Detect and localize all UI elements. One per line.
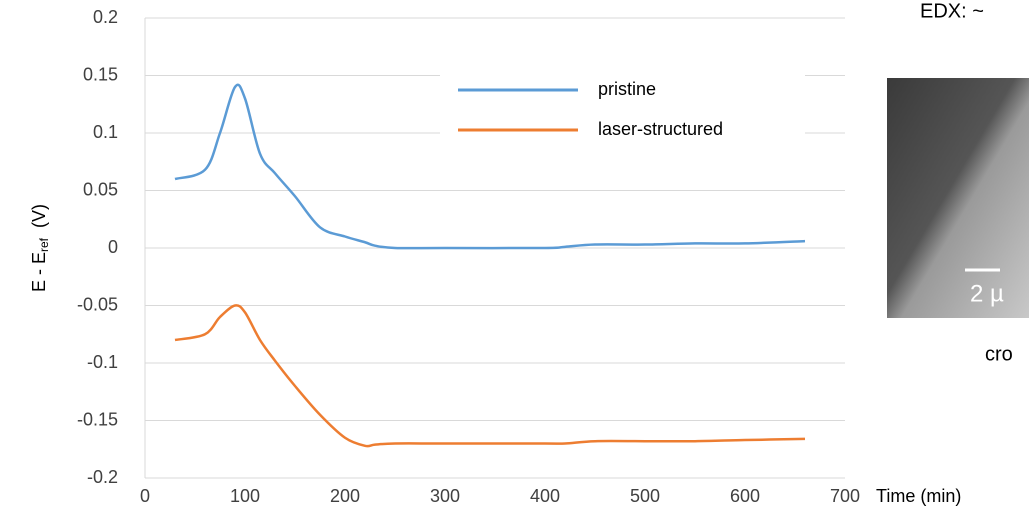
x-axis-label: Time (min): [876, 486, 961, 506]
x-tick-label: 100: [230, 486, 260, 506]
y-tick-label: 0.15: [83, 64, 118, 84]
x-tick-label: 200: [330, 486, 360, 506]
y-axis-label: E - Eref (V): [29, 204, 51, 292]
x-tick-label: 500: [630, 486, 660, 506]
y-tick-label: -0.2: [87, 467, 118, 487]
y-tick-label: -0.1: [87, 352, 118, 372]
legend-label: laser-structured: [598, 119, 723, 139]
x-tick-label: 0: [140, 486, 150, 506]
y-tick-label: 0: [108, 237, 118, 257]
scale-label: 2 µ: [970, 280, 1004, 307]
line: [175, 305, 805, 446]
x-tick-label: 300: [430, 486, 460, 506]
x-tick-label: 700: [830, 486, 860, 506]
y-tick-label: 0.2: [93, 7, 118, 27]
caption: cro: [985, 343, 1013, 365]
legend-label: pristine: [598, 79, 656, 99]
chart: 2 µ EDX: ~ cro Time (min) E - Eref (V) 0.…: [0, 0, 1029, 528]
y-label-sub: ref: [37, 237, 51, 252]
x-tick-label: 400: [530, 486, 560, 506]
y-label-main: E - E: [29, 252, 49, 292]
y-tick-label: 0.05: [83, 179, 118, 199]
sem-image: [887, 78, 1029, 318]
y-label-unit: (V): [29, 204, 49, 228]
y-tick-label: -0.05: [77, 294, 118, 314]
y-tick-label: 0.1: [93, 122, 118, 142]
edx-label: EDX: ~: [920, 0, 984, 22]
y-tick-label: -0.15: [77, 409, 118, 429]
y-label: E - Eref (V): [29, 204, 51, 292]
x-tick-label: 600: [730, 486, 760, 506]
